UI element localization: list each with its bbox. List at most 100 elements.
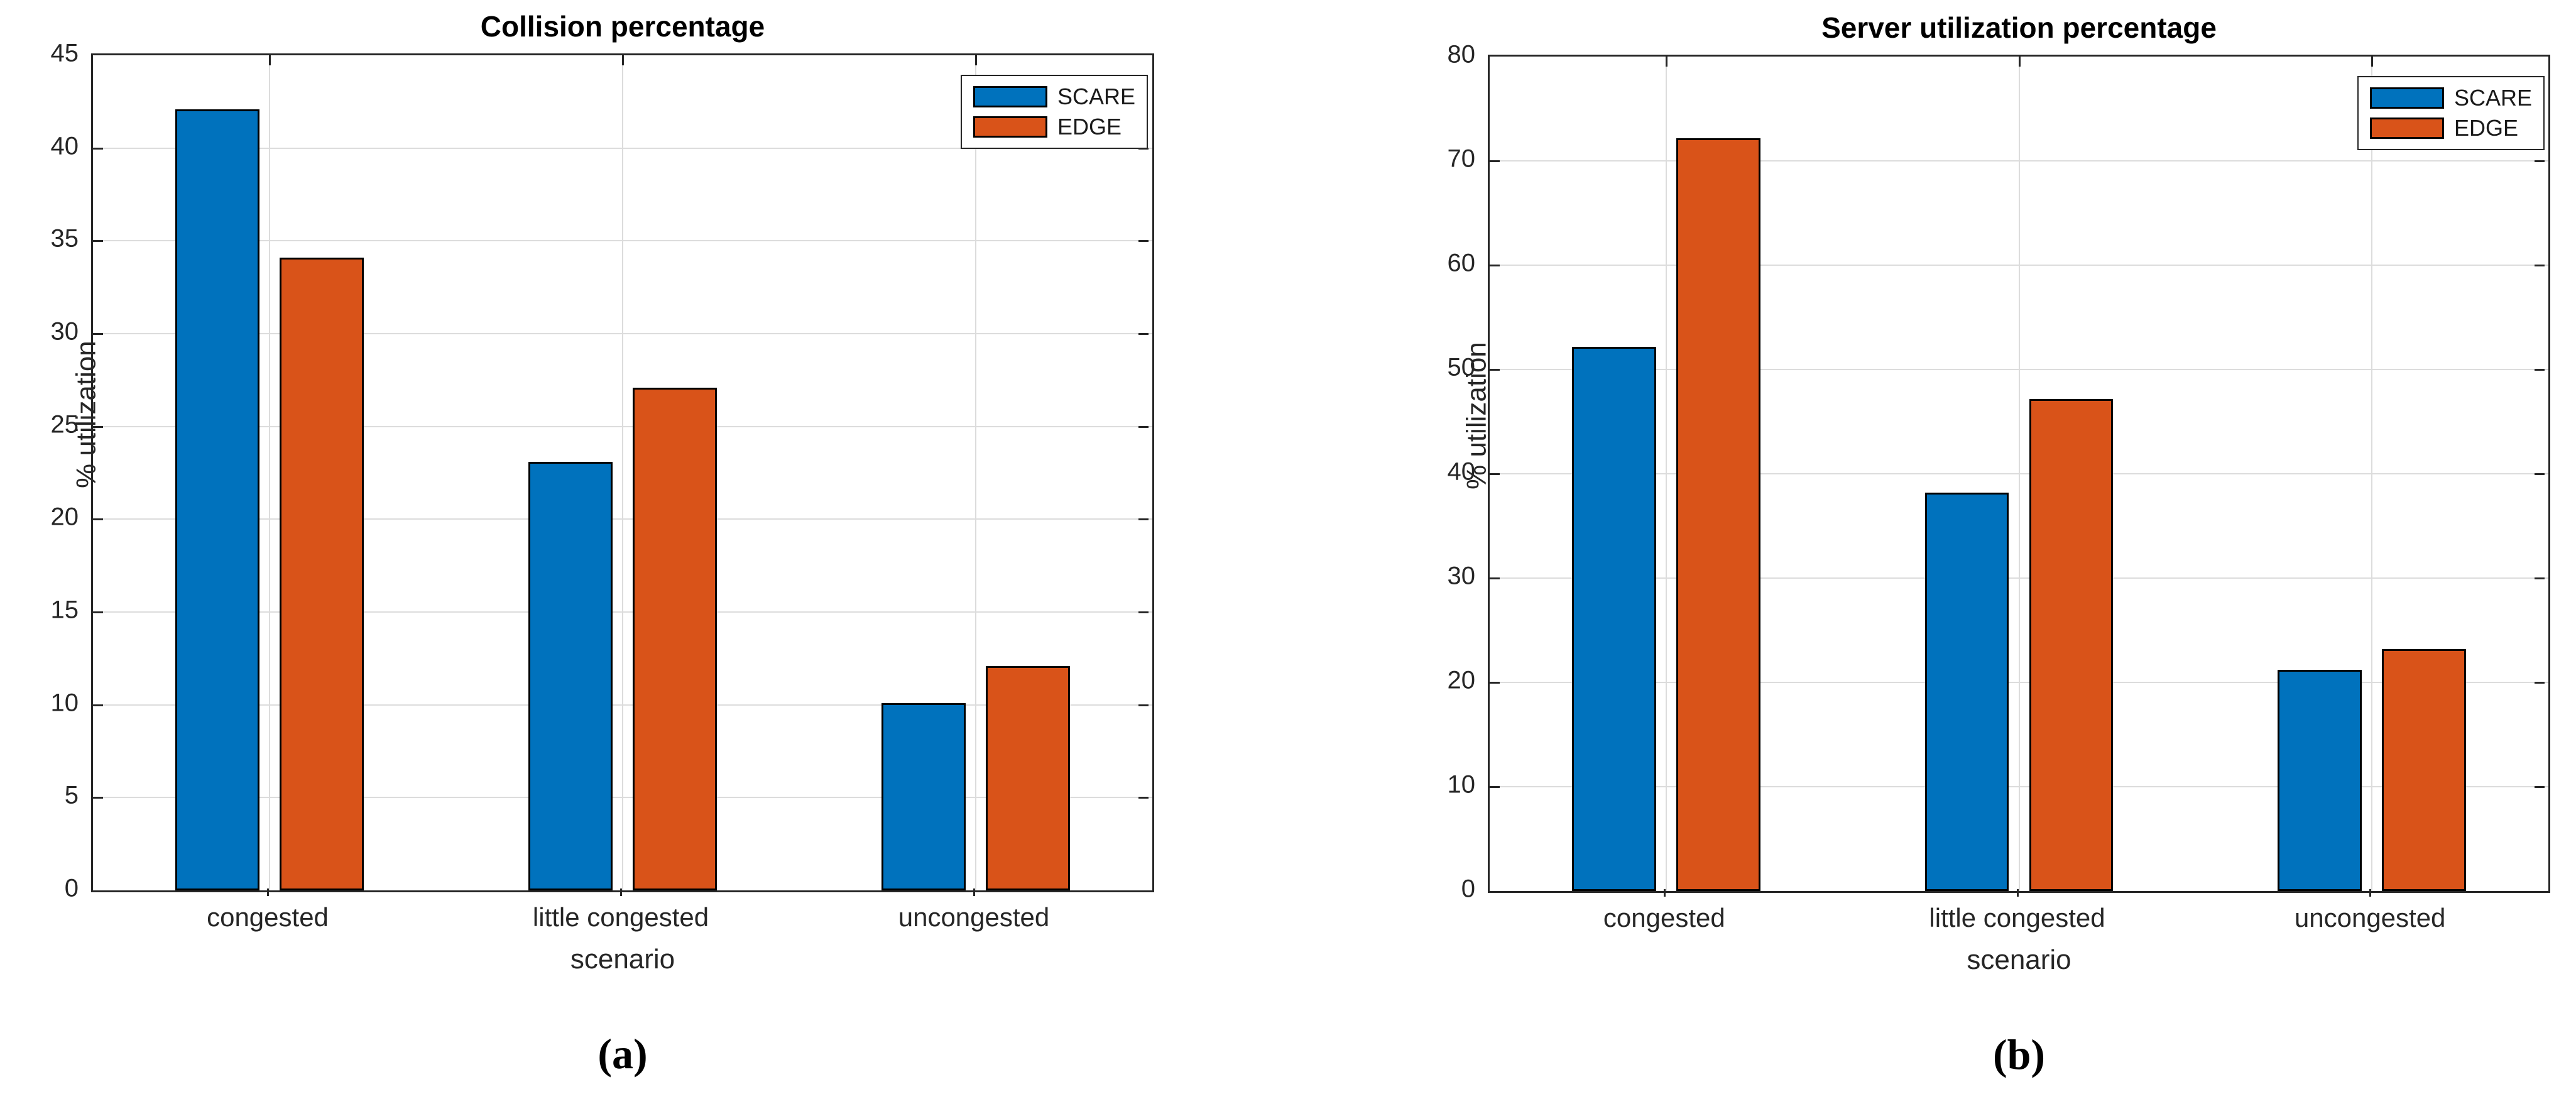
x-tick-mark-top — [269, 55, 271, 65]
y-tick-mark — [2535, 265, 2545, 266]
legend-row: EDGE — [2370, 117, 2532, 139]
bar-scare-congested — [175, 109, 259, 890]
y-tick-label: 15 — [50, 596, 79, 624]
y-tick-label: 25 — [50, 410, 79, 439]
bar-edge-uncongested — [2382, 649, 2467, 891]
y-tick-label: 35 — [50, 224, 79, 253]
legend-label-edge: EDGE — [1057, 114, 1122, 139]
y-tick-mark — [2535, 473, 2545, 475]
bar-edge-little-congested — [633, 387, 718, 890]
y-tick-label: 5 — [64, 781, 79, 809]
x-tick-mark-top — [2371, 57, 2374, 67]
y-tick-mark — [1490, 473, 1500, 475]
bar-scare-congested — [1571, 346, 1656, 891]
y-tick-label: 50 — [1447, 353, 1476, 381]
y-tick-mark — [1138, 333, 1149, 335]
y-tick-mark — [93, 518, 103, 521]
x-gridline — [622, 55, 623, 890]
legend-label-scare: SCARE — [1057, 84, 1136, 109]
y-tick-label: 60 — [1447, 249, 1476, 277]
x-tick-label: uncongested — [898, 902, 1050, 932]
y-tick-mark — [93, 704, 103, 706]
y-tick-mark — [1490, 265, 1500, 266]
y-tick-mark — [93, 333, 103, 335]
x-tick-mark-bottom — [267, 888, 269, 896]
caption-b: (b) — [1992, 1031, 2046, 1078]
x-tick-mark-top — [622, 55, 624, 65]
plot-area-a — [91, 53, 1154, 892]
y-tick-label: 30 — [1447, 562, 1476, 590]
y-tick-mark — [1138, 611, 1149, 613]
legend-row: SCARE — [2370, 87, 2532, 109]
chart-title-a: Collision percentage — [480, 10, 765, 43]
legend-b: SCARE EDGE — [2357, 76, 2545, 150]
y-tick-mark — [93, 240, 103, 243]
y-tick-label: 20 — [50, 503, 79, 531]
legend-swatch-edge — [2370, 118, 2444, 139]
y-tick-mark — [2535, 682, 2545, 684]
x-tick-label: little congested — [532, 902, 709, 932]
y-tick-label: 80 — [1447, 40, 1476, 68]
y-tick-mark — [2535, 369, 2545, 371]
bar-scare-little-congested — [528, 461, 613, 890]
y-tick-mark — [1138, 240, 1149, 243]
y-tick-mark — [93, 797, 103, 799]
y-tick-mark — [2535, 577, 2545, 579]
chart-title-b: Server utilization percentage — [1821, 11, 2217, 44]
y-tick-label: 70 — [1447, 145, 1476, 173]
y-tick-mark — [93, 147, 103, 150]
legend-swatch-scare — [973, 86, 1047, 107]
bar-scare-uncongested — [2278, 670, 2362, 891]
y-tick-mark — [93, 611, 103, 613]
x-gridline — [1665, 57, 1667, 891]
bar-edge-congested — [1676, 138, 1760, 891]
bar-scare-uncongested — [881, 703, 966, 890]
legend-swatch-scare — [2370, 87, 2444, 109]
y-tick-mark — [1490, 682, 1500, 684]
bar-edge-uncongested — [986, 665, 1071, 890]
x-tick-label: little congested — [1929, 903, 2105, 932]
x-tick-label: uncongested — [2294, 903, 2446, 932]
y-tick-label: 10 — [1447, 770, 1476, 799]
y-tick-label: 10 — [50, 689, 79, 717]
x-gridline — [2018, 57, 2020, 891]
plot-area-b — [1488, 55, 2550, 893]
y-tick-label: 20 — [1447, 666, 1476, 694]
legend-row: SCARE — [973, 85, 1135, 108]
legend-a: SCARE EDGE — [961, 75, 1149, 149]
y-tick-label: 0 — [1461, 875, 1475, 903]
x-axis-label-a: scenario — [570, 944, 675, 975]
x-tick-mark-bottom — [620, 888, 622, 896]
caption-a: (a) — [598, 1030, 648, 1078]
y-tick-mark — [2535, 160, 2545, 162]
y-tick-mark — [1490, 577, 1500, 579]
y-tick-label: 40 — [1447, 457, 1476, 486]
y-tick-mark — [1138, 518, 1149, 521]
x-tick-mark-bottom — [1663, 889, 1666, 897]
x-gridline — [2371, 57, 2373, 891]
y-tick-label: 30 — [50, 317, 79, 346]
y-tick-mark — [1138, 704, 1149, 706]
x-tick-mark-bottom — [2016, 889, 2019, 897]
y-tick-label: 40 — [50, 132, 79, 160]
y-tick-mark — [1490, 160, 1500, 162]
y-tick-mark — [1138, 425, 1149, 428]
bar-edge-congested — [280, 257, 364, 890]
y-tick-mark — [93, 425, 103, 428]
x-tick-mark-top — [2018, 57, 2021, 67]
y-tick-mark — [1490, 369, 1500, 371]
y-tick-label: 45 — [50, 39, 79, 67]
y-tick-mark — [1490, 786, 1500, 788]
x-tick-mark-bottom — [2369, 889, 2372, 897]
x-tick-mark-top — [975, 55, 977, 65]
y-tick-mark — [2535, 786, 2545, 788]
x-axis-label-b: scenario — [1967, 944, 2071, 975]
y-tick-label: 0 — [64, 874, 79, 902]
x-tick-label: congested — [207, 902, 329, 932]
y-tick-mark — [1138, 797, 1149, 799]
x-gridline — [975, 55, 976, 890]
legend-label-edge: EDGE — [2454, 115, 2519, 141]
x-gridline — [269, 55, 270, 890]
x-tick-mark-top — [1665, 57, 1667, 67]
